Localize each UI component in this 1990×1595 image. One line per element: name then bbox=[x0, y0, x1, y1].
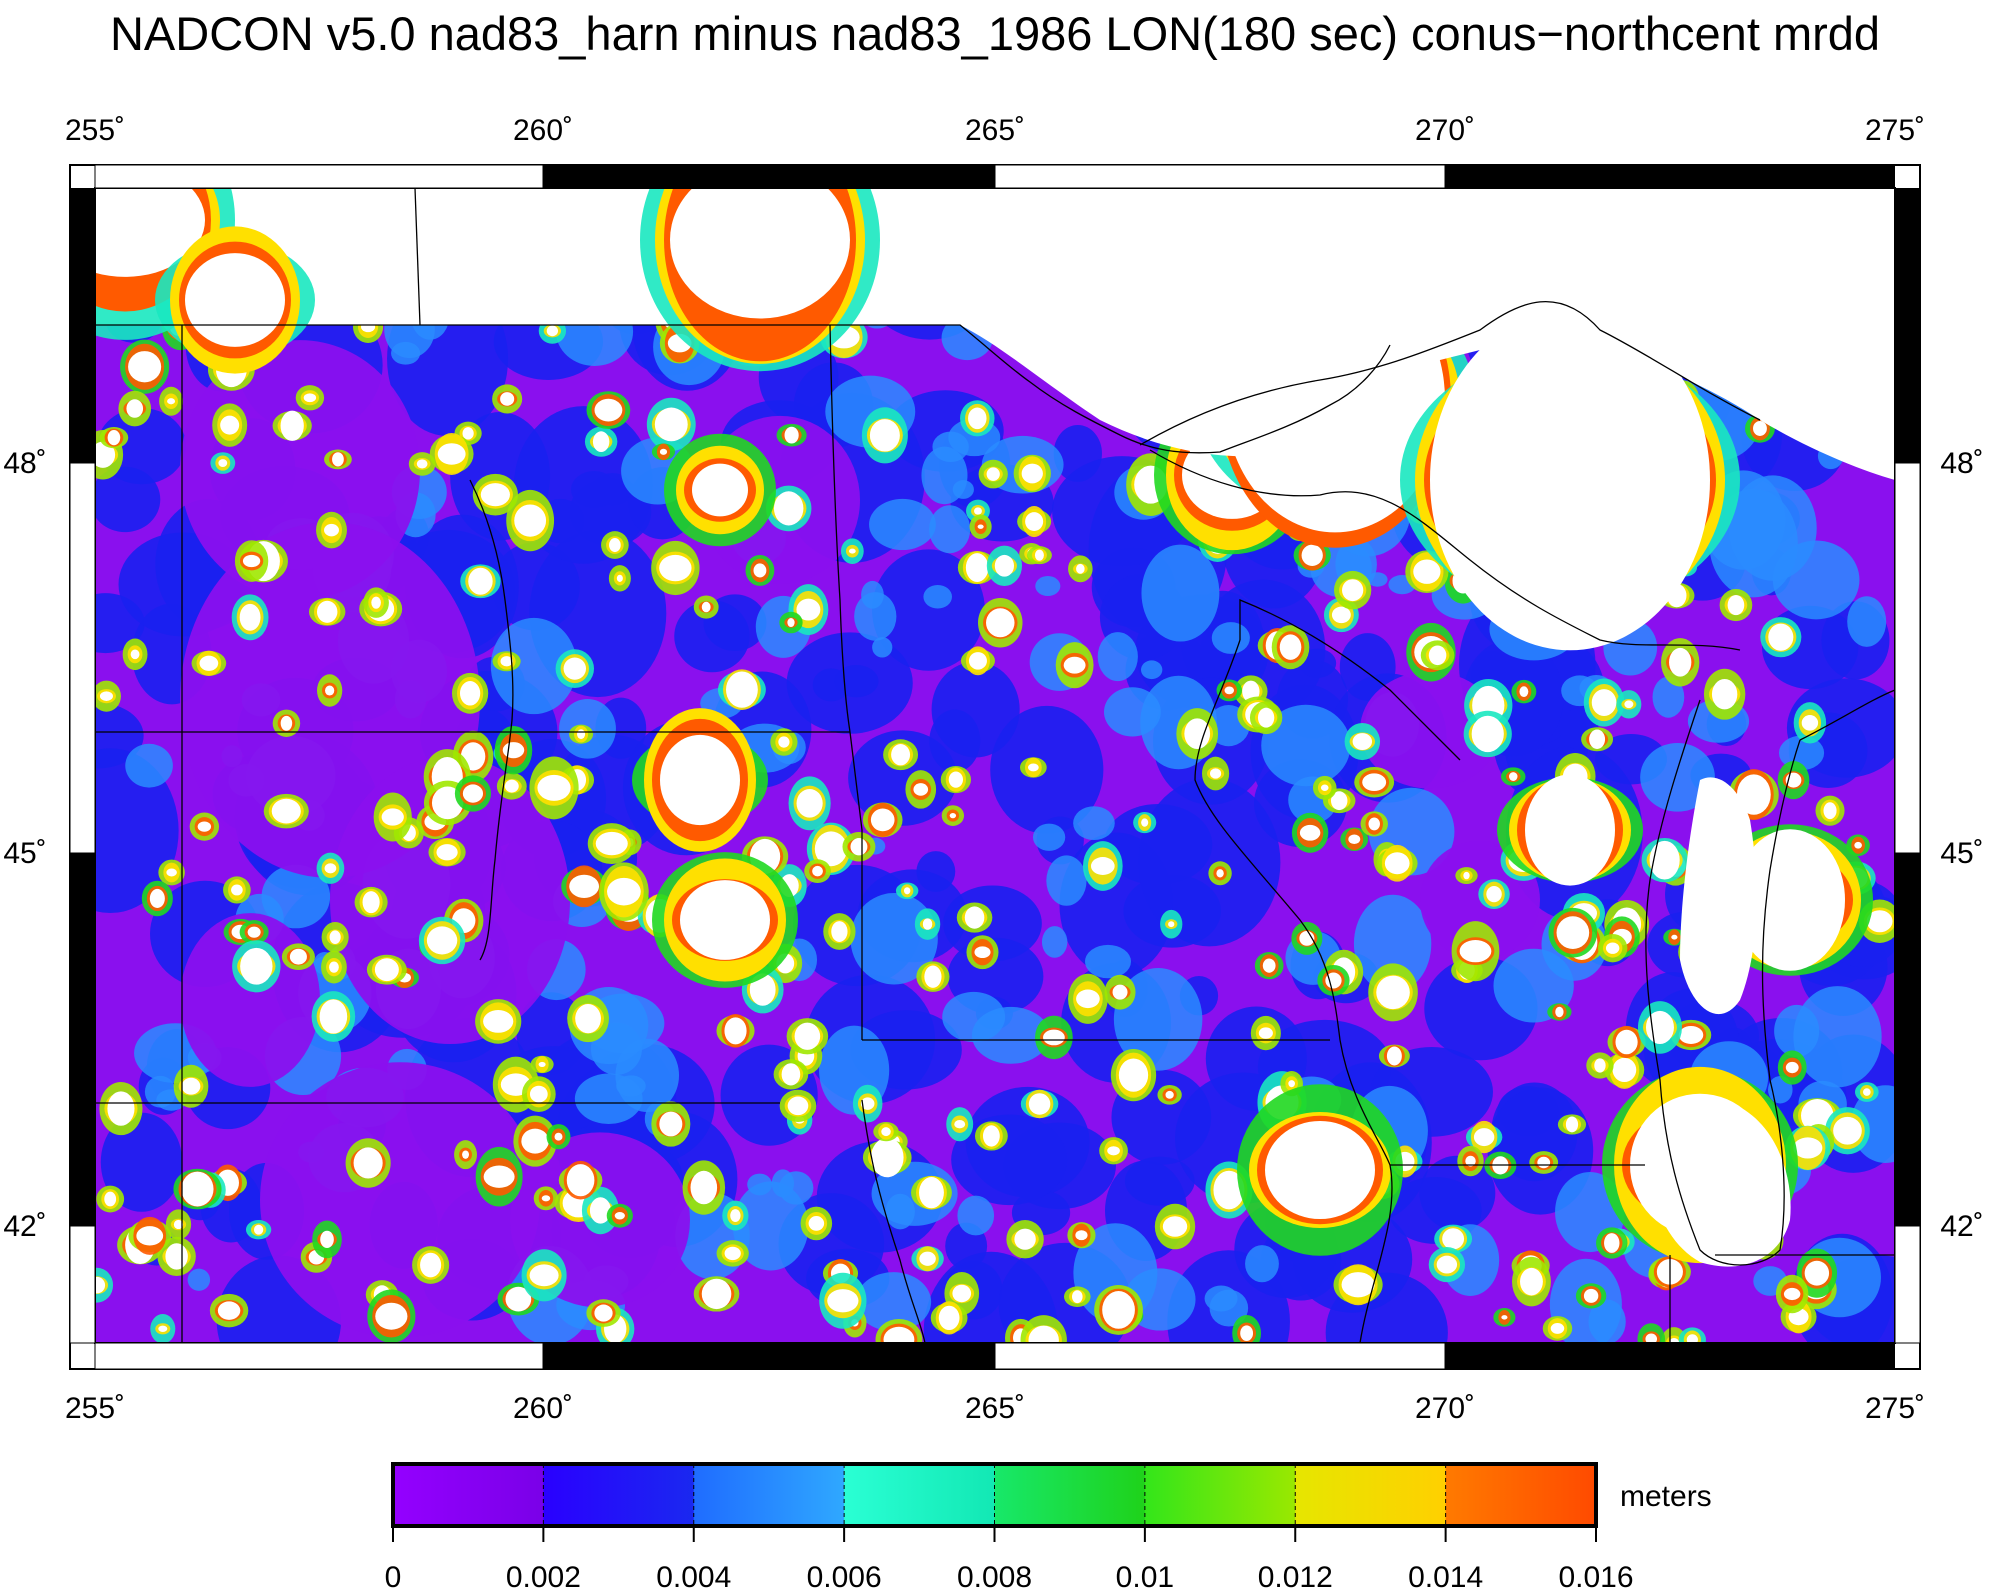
lake-michigan-shore bbox=[1645, 699, 1801, 1266]
ia-il-border bbox=[1339, 1039, 1393, 1343]
color-scale-bin bbox=[393, 1464, 544, 1526]
lat-tick-42-right: 42˚ bbox=[1940, 1210, 1983, 1243]
sd-mn-border bbox=[849, 731, 863, 1040]
color-scale-tick-label: 0.006 bbox=[807, 1561, 882, 1594]
value-blobs bbox=[95, 188, 1895, 1343]
lake-huron-shore bbox=[1799, 689, 1895, 741]
wi-mi-border bbox=[1239, 599, 1461, 761]
lon-tick-265-bottom: 265˚ bbox=[965, 1392, 1025, 1425]
lon-tick-275-bottom: 275˚ bbox=[1865, 1392, 1925, 1425]
color-scale-tick-label: 0 bbox=[385, 1561, 402, 1594]
lon-tick-270-bottom: 270˚ bbox=[1415, 1392, 1475, 1425]
color-scale-tick-label: 0.008 bbox=[957, 1561, 1032, 1594]
lon-tick-270-top: 270˚ bbox=[1415, 114, 1475, 147]
lat-tick-42-left: 42˚ bbox=[3, 1210, 46, 1243]
color-scale-bin bbox=[1445, 1464, 1597, 1526]
color-scale-bin bbox=[994, 1464, 1146, 1526]
color-scale-bin bbox=[1144, 1464, 1296, 1526]
color-scale-bin bbox=[693, 1464, 845, 1526]
nd-mn-border bbox=[829, 324, 851, 733]
units-label: meters bbox=[1620, 1480, 1712, 1513]
mo-river bbox=[861, 1099, 926, 1343]
lat-tick-45-left: 45˚ bbox=[3, 837, 46, 870]
montana-north bbox=[414, 188, 421, 326]
color-scale-tick-label: 0.016 bbox=[1558, 1561, 1633, 1594]
color-scale: 0 0.002 0.004 0.006 0.008 0.01 0.012 0.014 0.016… bbox=[385, 1462, 1712, 1594]
lon-tick-255-top: 255˚ bbox=[65, 114, 125, 147]
lat-tick-48-right: 48˚ bbox=[1940, 447, 1983, 480]
color-scale-tick-label: 0.014 bbox=[1408, 1561, 1483, 1594]
lake-superior-shore bbox=[1149, 449, 1741, 651]
lon-ticks-bottom: 255˚ 260˚ 265˚ 270˚ 275˚ bbox=[65, 1392, 1925, 1425]
lon-tick-275-top: 275˚ bbox=[1865, 114, 1925, 147]
map-frame bbox=[69, 164, 1921, 1370]
raster-field bbox=[95, 188, 1895, 1343]
boundary-lines bbox=[95, 188, 1895, 1343]
lon-tick-255-bottom: 255˚ bbox=[65, 1392, 125, 1425]
lon-tick-260-top: 260˚ bbox=[513, 114, 573, 147]
lake-superior-north-shore bbox=[1139, 300, 1761, 446]
color-scale-bins bbox=[393, 1464, 1597, 1526]
lat-ticks-left: 48˚ 45˚ 42˚ bbox=[3, 447, 46, 1243]
color-scale-bin bbox=[543, 1464, 695, 1526]
lat-ticks-right: 48˚ 45˚ 42˚ bbox=[1940, 447, 1983, 1243]
color-scale-tick-label: 0.01 bbox=[1116, 1561, 1174, 1594]
canada-border bbox=[95, 324, 1391, 454]
color-scale-tick-label: 0.004 bbox=[656, 1561, 731, 1594]
color-scale-bin bbox=[1295, 1464, 1447, 1526]
color-scale-tick-label: 0.002 bbox=[506, 1561, 581, 1594]
lon-ticks-top: 255˚ 260˚ 265˚ 270˚ 275˚ bbox=[65, 114, 1925, 147]
lon-tick-260-bottom: 260˚ bbox=[513, 1392, 573, 1425]
missouri-river-nd bbox=[469, 479, 514, 961]
mn-wi-border bbox=[1194, 639, 1341, 1041]
lat-tick-45-right: 45˚ bbox=[1940, 837, 1983, 870]
color-scale-bin bbox=[844, 1464, 995, 1526]
lon-tick-265-top: 265˚ bbox=[965, 114, 1025, 147]
color-scale-tick-label: 0.012 bbox=[1258, 1561, 1333, 1594]
map-title: NADCON v5.0 nad83_harn minus nad83_1986 … bbox=[109, 7, 1881, 60]
color-scale-ticks: 0 0.002 0.004 0.006 0.008 0.01 0.012 0.014 0.016 bbox=[385, 1526, 1634, 1594]
lat-tick-48-left: 48˚ bbox=[3, 447, 46, 480]
